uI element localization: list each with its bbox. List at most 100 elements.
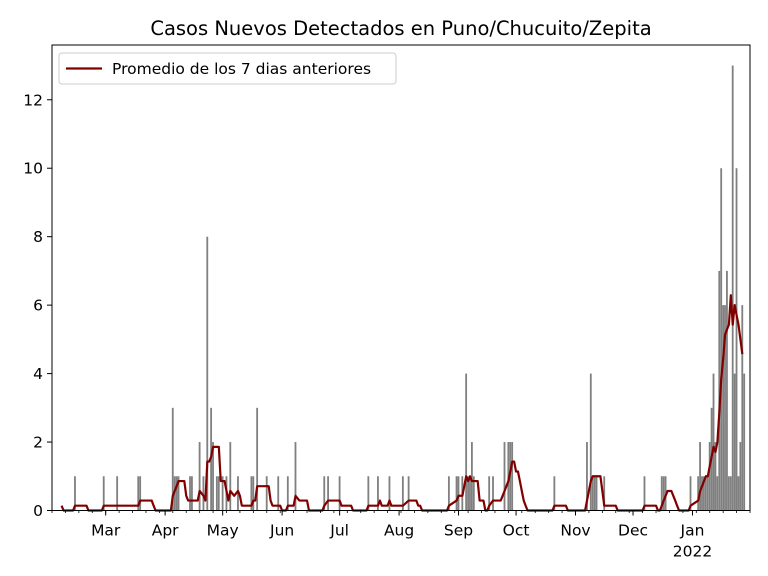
- case-bar: [701, 476, 703, 511]
- case-bar: [116, 476, 119, 511]
- case-bar: [662, 476, 665, 511]
- case-bar: [470, 442, 473, 511]
- case-bar: [217, 476, 220, 511]
- case-bar: [660, 476, 663, 511]
- y-tick-label: 12: [23, 91, 43, 109]
- x-tick-label: Jul: [329, 522, 349, 540]
- x-tick-label: Aug: [384, 522, 414, 540]
- case-bar: [589, 373, 592, 511]
- case-bar: [367, 476, 370, 511]
- case-bar: [198, 442, 201, 511]
- case-bar: [457, 476, 460, 511]
- x-tick-label: Jan: [680, 522, 705, 540]
- case-bar: [175, 476, 178, 511]
- case-bar: [586, 442, 588, 511]
- case-bar: [722, 305, 725, 511]
- case-bar: [229, 442, 232, 511]
- average-line: [60, 294, 744, 512]
- legend-label: Promedio de los 7 dias anteriores: [112, 60, 371, 78]
- case-bar: [488, 476, 491, 511]
- legend-box: [58, 52, 397, 85]
- case-bar: [206, 236, 209, 511]
- case-bar: [727, 476, 730, 511]
- case-bar: [643, 476, 646, 511]
- case-bar: [252, 476, 255, 511]
- case-bar: [729, 476, 732, 511]
- case-bar: [455, 476, 458, 511]
- y-tick-label: 8: [33, 228, 43, 246]
- case-bar: [699, 442, 701, 511]
- case-bar: [137, 476, 140, 511]
- case-bar: [469, 476, 471, 511]
- case-bar: [733, 373, 736, 511]
- case-bar: [447, 476, 450, 511]
- x-axis: Mar Apr May Jun Jul Aug Sep Oct Nov Dec Jan 2022: [51, 510, 751, 561]
- case-bar: [735, 168, 738, 511]
- case-bar: [191, 476, 193, 511]
- case-bar: [689, 476, 692, 511]
- case-bar: [697, 476, 700, 511]
- case-bar: [212, 442, 214, 511]
- case-bar: [603, 476, 606, 511]
- y-tick-label: 0: [33, 502, 43, 520]
- case-bar: [743, 373, 746, 511]
- x-tick-label: May: [207, 522, 239, 540]
- x-tick-label: Sep: [444, 522, 473, 540]
- case-bar: [177, 476, 180, 511]
- case-bar: [388, 476, 391, 511]
- plot-area: [60, 65, 746, 512]
- case-bar: [323, 476, 326, 511]
- case-bar: [202, 476, 205, 511]
- case-bar: [591, 476, 594, 511]
- case-bar: [704, 476, 707, 511]
- case-bar: [595, 476, 598, 511]
- case-bar: [338, 476, 341, 511]
- case-bar: [327, 476, 329, 511]
- case-bar: [593, 476, 596, 511]
- case-bar: [741, 305, 744, 511]
- case-bar: [720, 168, 723, 511]
- case-bar: [189, 476, 191, 511]
- case-bar: [492, 476, 494, 511]
- case-bar: [171, 407, 174, 511]
- bar-series: [74, 65, 746, 511]
- case-bar: [256, 407, 259, 511]
- case-bar: [401, 476, 404, 511]
- case-bar: [74, 476, 76, 511]
- chart-title: Casos Nuevos Detectados en Puno/Chucuito…: [150, 17, 651, 40]
- case-bar: [407, 476, 410, 511]
- x-tick-label: Jun: [269, 522, 294, 540]
- case-bar: [294, 442, 297, 511]
- y-axis: 0 2 4 6 8 10 12: [23, 91, 52, 520]
- case-bar: [277, 476, 280, 511]
- case-bar: [221, 476, 224, 511]
- case-bar: [724, 305, 726, 511]
- case-bar: [718, 270, 721, 511]
- case-bar: [553, 476, 556, 511]
- x-tick-label: Dec: [618, 522, 648, 540]
- case-bar: [472, 476, 475, 511]
- y-tick-label: 4: [33, 365, 43, 383]
- case-bar: [703, 476, 705, 511]
- case-bar: [286, 476, 289, 511]
- case-bar: [377, 476, 379, 511]
- case-bar: [739, 442, 742, 511]
- x-tick-year-label: 2022: [673, 543, 712, 561]
- y-tick-label: 6: [33, 297, 43, 315]
- case-bar: [250, 476, 253, 511]
- case-bar: [716, 476, 719, 511]
- case-bar: [467, 476, 469, 511]
- case-bar: [139, 476, 142, 511]
- case-bar: [712, 373, 715, 511]
- case-bar: [511, 442, 514, 511]
- case-bar: [708, 442, 711, 511]
- case-bar: [714, 442, 717, 511]
- x-tick-label: Apr: [152, 522, 179, 540]
- x-tick-label: Nov: [560, 522, 590, 540]
- case-bar: [102, 476, 105, 511]
- x-tick-label: Mar: [91, 522, 121, 540]
- case-bar: [706, 476, 709, 511]
- case-bar: [465, 373, 468, 511]
